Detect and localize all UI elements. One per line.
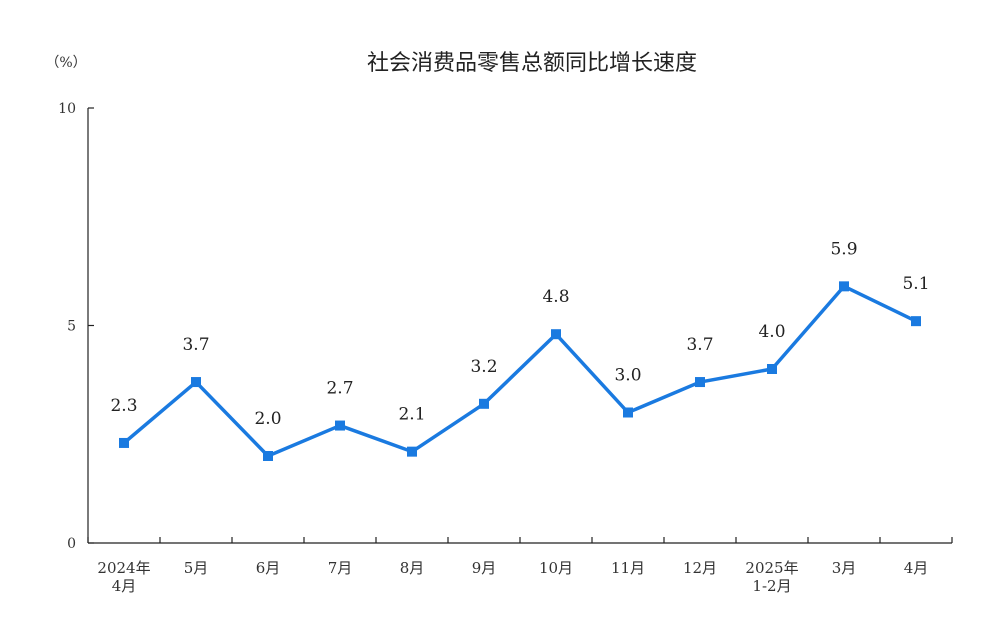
x-tick-label: 2024年 4月 (97, 559, 150, 595)
x-tick-label-line: 1-2月 (752, 577, 791, 595)
data-label: 4.0 (758, 322, 785, 342)
x-tick-label: 11月 (611, 559, 645, 577)
data-label: 3.7 (182, 335, 209, 355)
x-tick-label-line: 8月 (400, 559, 425, 577)
data-point-marker (335, 420, 345, 431)
data-point-marker (839, 281, 849, 292)
data-point-marker (767, 364, 777, 374)
x-tick-label-line: 6月 (256, 559, 281, 577)
y-tick-label: 10 (58, 101, 76, 117)
data-point-marker (407, 446, 417, 457)
data-label: 2.1 (398, 405, 425, 425)
axes (87, 107, 953, 544)
data-point-marker (479, 398, 489, 409)
data-label: 3.7 (686, 335, 713, 355)
x-tick-label: 10月 (539, 559, 573, 577)
data-point-marker (551, 329, 561, 340)
x-tick-label-line: 12月 (683, 559, 717, 577)
x-tick-label-line: 2025年 (745, 559, 798, 577)
x-tick-label-line: 10月 (539, 559, 573, 577)
y-tick-label: 5 (67, 319, 76, 335)
data-label: 2.7 (326, 379, 353, 399)
chart-title: 社会消费品零售总额同比增长速度 (367, 51, 697, 76)
series-layer: 2.3 3.7 2.0 2.7 2.1 3.2 4.8 3.0 3.7 4.0 5.9 5.1 (110, 239, 930, 461)
x-tick-label: 9月 (472, 559, 497, 577)
data-label: 3.0 (614, 366, 641, 386)
data-label: 5.1 (902, 274, 929, 294)
x-tick-label-line: 3月 (832, 559, 857, 577)
data-point-marker (263, 451, 273, 461)
data-label: 4.8 (542, 287, 569, 307)
data-point-marker (191, 377, 201, 388)
x-tick-label-line: 2024年 (97, 559, 150, 577)
data-point-marker (623, 407, 633, 418)
data-label: 2.0 (254, 409, 281, 429)
x-tick-label: 12月 (683, 559, 717, 577)
data-point-marker (695, 377, 705, 388)
y-axis-unit: （%） (45, 55, 86, 71)
data-point-marker (119, 437, 129, 448)
x-tick-label: 7月 (328, 559, 353, 577)
x-tick-label: 5月 (184, 559, 209, 577)
data-label: 2.3 (110, 396, 137, 416)
x-tick-label-line: 5月 (184, 559, 209, 577)
x-tick-label: 2025年 1-2月 (745, 559, 798, 595)
x-tick-label: 4月 (904, 559, 929, 577)
x-tick-label: 6月 (256, 559, 281, 577)
y-tick-label: 0 (67, 536, 76, 552)
x-tick-label: 3月 (832, 559, 857, 577)
data-label: 3.2 (470, 357, 497, 377)
data-label: 5.9 (830, 239, 857, 259)
data-point-marker (911, 316, 921, 327)
x-tick-label-line: 7月 (328, 559, 353, 577)
x-tick-label-line: 4月 (904, 559, 929, 577)
x-tick-label: 8月 (400, 559, 425, 577)
x-tick-label-line: 4月 (112, 577, 137, 595)
x-tick-label-line: 9月 (472, 559, 497, 577)
x-tick-label-line: 11月 (611, 559, 645, 577)
series-line (122, 284, 917, 458)
y-tick-labels: 0 5 10 (58, 101, 76, 552)
